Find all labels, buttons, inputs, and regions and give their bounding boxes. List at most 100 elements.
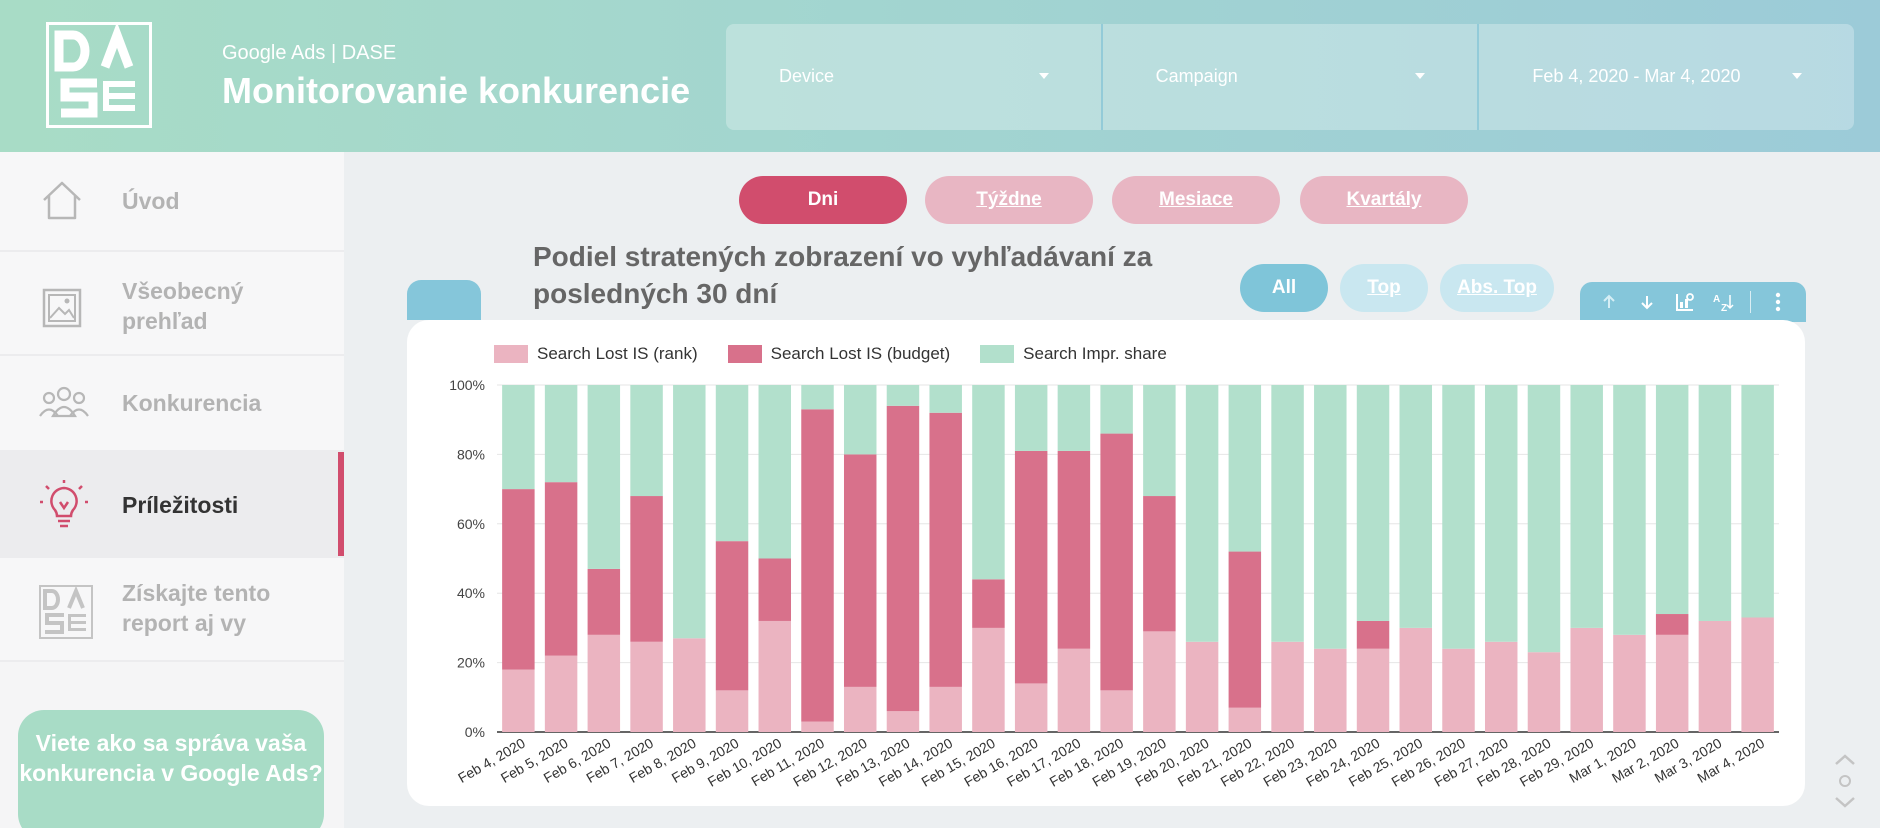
- bar-impr[interactable]: [758, 385, 792, 559]
- tab-dni[interactable]: Dni: [739, 176, 907, 224]
- sidebar-item-prilezitosti[interactable]: Príležitosti: [0, 452, 344, 558]
- bar-impr[interactable]: [1356, 385, 1390, 621]
- bar-budget[interactable]: [843, 454, 877, 687]
- cta-banner[interactable]: Viete ako sa správa vaša konkurencia v G…: [18, 710, 324, 828]
- bar-rank[interactable]: [1442, 648, 1475, 732]
- bar-rank[interactable]: [929, 686, 962, 732]
- bar-rank[interactable]: [886, 711, 920, 732]
- tab-kvartaly[interactable]: Kvartály: [1300, 176, 1468, 224]
- legend-item-budget[interactable]: Search Lost IS (budget): [727, 344, 950, 364]
- bar-budget[interactable]: [630, 496, 663, 642]
- bar-budget[interactable]: [1655, 614, 1689, 635]
- bar-rank[interactable]: [801, 721, 834, 732]
- bar-rank[interactable]: [1185, 641, 1219, 732]
- sidebar-item-ziskajte-report[interactable]: Získajte tento report aj vy: [0, 558, 344, 662]
- bar-impr[interactable]: [1442, 385, 1475, 649]
- sidebar-item-vseobecny-prehlad[interactable]: Všeobecný prehľad: [0, 252, 344, 356]
- bar-rank[interactable]: [1143, 631, 1176, 732]
- bar-budget[interactable]: [715, 541, 749, 691]
- bar-impr[interactable]: [587, 385, 621, 569]
- bar-rank[interactable]: [1484, 641, 1518, 732]
- bar-impr[interactable]: [1527, 385, 1561, 653]
- bar-rank[interactable]: [1655, 634, 1689, 732]
- bar-budget[interactable]: [1014, 450, 1048, 684]
- bar-impr[interactable]: [972, 385, 1005, 580]
- bar-rank[interactable]: [1698, 620, 1732, 732]
- bar-rank[interactable]: [1228, 707, 1262, 732]
- bar-rank[interactable]: [587, 634, 621, 732]
- tab-mesiace[interactable]: Mesiace: [1112, 176, 1280, 224]
- bar-rank[interactable]: [1356, 648, 1390, 732]
- bar-impr[interactable]: [1185, 385, 1219, 642]
- bar-impr[interactable]: [801, 385, 834, 410]
- legend-item-rank[interactable]: Search Lost IS (rank): [494, 344, 698, 364]
- page-scroll-control[interactable]: [1830, 748, 1860, 814]
- bar-impr[interactable]: [929, 385, 962, 413]
- bar-impr[interactable]: [1570, 385, 1603, 628]
- more-vert-icon[interactable]: [1763, 287, 1793, 317]
- bar-impr[interactable]: [630, 385, 663, 497]
- bar-impr[interactable]: [1484, 385, 1518, 642]
- bar-impr[interactable]: [1613, 385, 1646, 635]
- bar-budget[interactable]: [929, 412, 962, 687]
- drill-chart-icon[interactable]: [1670, 287, 1700, 317]
- bar-rank[interactable]: [1057, 648, 1091, 732]
- filter-all-button[interactable]: All: [1240, 264, 1328, 312]
- tab-tyzdne[interactable]: Týždne: [925, 176, 1093, 224]
- filter-top-button[interactable]: Top: [1340, 264, 1428, 312]
- bar-rank[interactable]: [630, 641, 663, 732]
- device-filter[interactable]: Device: [726, 24, 1103, 130]
- bar-budget[interactable]: [502, 489, 535, 670]
- bar-rank[interactable]: [673, 638, 706, 732]
- bar-impr[interactable]: [843, 385, 877, 455]
- bar-rank[interactable]: [715, 690, 749, 732]
- bar-budget[interactable]: [972, 579, 1005, 628]
- bar-budget[interactable]: [587, 568, 621, 635]
- date-range-filter[interactable]: Feb 4, 2020 - Mar 4, 2020: [1479, 24, 1854, 130]
- bar-budget[interactable]: [1143, 496, 1176, 632]
- bar-impr[interactable]: [1314, 385, 1347, 649]
- bar-rank[interactable]: [1271, 641, 1304, 732]
- bar-impr[interactable]: [1014, 385, 1048, 451]
- bar-impr[interactable]: [1057, 385, 1091, 451]
- bar-rank[interactable]: [758, 620, 792, 732]
- filter-abs-top-button[interactable]: Abs. Top: [1440, 264, 1554, 312]
- bar-budget[interactable]: [1057, 450, 1091, 649]
- bar-budget[interactable]: [801, 409, 834, 722]
- bar-rank[interactable]: [1527, 652, 1561, 732]
- bar-rank[interactable]: [544, 655, 578, 732]
- bar-impr[interactable]: [1698, 385, 1732, 621]
- bar-impr[interactable]: [1399, 385, 1433, 628]
- bar-impr[interactable]: [1271, 385, 1304, 642]
- bar-rank[interactable]: [1014, 683, 1048, 732]
- bar-rank[interactable]: [843, 686, 877, 732]
- bar-rank[interactable]: [1100, 690, 1133, 732]
- bar-impr[interactable]: [1100, 385, 1133, 434]
- bar-impr[interactable]: [1741, 385, 1774, 618]
- bar-impr[interactable]: [502, 385, 535, 490]
- sidebar-item-uvod[interactable]: Úvod: [0, 152, 344, 252]
- arrow-up-icon[interactable]: [1594, 287, 1624, 317]
- bar-rank[interactable]: [1741, 617, 1774, 732]
- bar-rank[interactable]: [972, 627, 1005, 732]
- dase-logo[interactable]: [46, 22, 152, 128]
- bar-rank[interactable]: [1399, 627, 1433, 732]
- bar-impr[interactable]: [1655, 385, 1689, 615]
- bar-rank[interactable]: [1613, 634, 1646, 732]
- campaign-filter[interactable]: Campaign: [1103, 24, 1480, 130]
- bar-budget[interactable]: [886, 405, 920, 712]
- bar-rank[interactable]: [1314, 648, 1347, 732]
- bar-budget[interactable]: [544, 482, 578, 656]
- bar-impr[interactable]: [1143, 385, 1176, 497]
- bar-impr[interactable]: [1228, 385, 1262, 552]
- bar-impr[interactable]: [673, 385, 706, 639]
- bar-budget[interactable]: [758, 558, 792, 621]
- bar-budget[interactable]: [1356, 620, 1390, 649]
- bar-rank[interactable]: [502, 669, 535, 732]
- bar-rank[interactable]: [1570, 627, 1603, 732]
- bar-budget[interactable]: [1228, 551, 1262, 708]
- bar-impr[interactable]: [544, 385, 578, 483]
- legend-item-impr[interactable]: Search Impr. share: [980, 344, 1167, 364]
- bar-budget[interactable]: [1100, 433, 1133, 691]
